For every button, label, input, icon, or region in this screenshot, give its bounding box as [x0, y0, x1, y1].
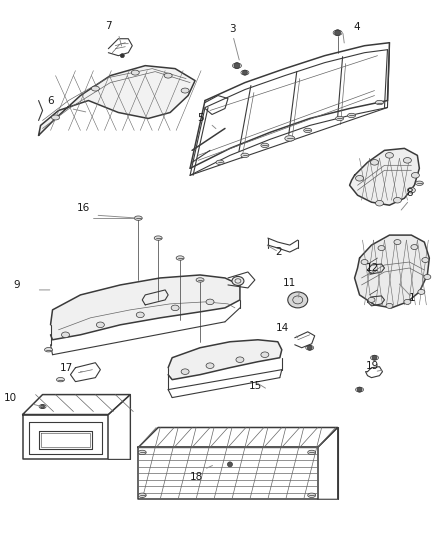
Ellipse shape	[386, 303, 393, 309]
Ellipse shape	[403, 158, 411, 163]
Text: 4: 4	[353, 22, 360, 32]
Text: 17: 17	[60, 362, 73, 373]
Text: 6: 6	[47, 95, 54, 106]
Ellipse shape	[308, 450, 316, 455]
Text: 9: 9	[13, 280, 20, 290]
Ellipse shape	[422, 257, 429, 263]
Ellipse shape	[61, 332, 70, 337]
Text: 11: 11	[283, 278, 297, 288]
Text: 12: 12	[366, 263, 379, 273]
Ellipse shape	[154, 236, 162, 240]
Ellipse shape	[227, 462, 233, 467]
Ellipse shape	[361, 260, 368, 264]
Ellipse shape	[307, 345, 312, 350]
Ellipse shape	[136, 312, 144, 318]
Ellipse shape	[181, 88, 189, 93]
Ellipse shape	[261, 352, 269, 358]
Ellipse shape	[356, 175, 364, 181]
Ellipse shape	[304, 128, 312, 133]
Ellipse shape	[138, 450, 146, 455]
Ellipse shape	[411, 245, 418, 249]
PathPatch shape	[50, 275, 240, 340]
Ellipse shape	[241, 153, 249, 158]
PathPatch shape	[350, 148, 419, 205]
Ellipse shape	[424, 274, 431, 279]
Ellipse shape	[206, 299, 214, 305]
PathPatch shape	[39, 66, 195, 135]
Ellipse shape	[164, 73, 172, 78]
Text: 16: 16	[77, 203, 90, 213]
Text: 19: 19	[366, 361, 379, 370]
Text: 7: 7	[105, 21, 112, 31]
Ellipse shape	[261, 143, 269, 148]
Ellipse shape	[415, 181, 424, 185]
Ellipse shape	[348, 114, 356, 118]
Ellipse shape	[232, 277, 244, 286]
Ellipse shape	[242, 70, 247, 75]
Ellipse shape	[196, 278, 204, 282]
Text: 14: 14	[276, 323, 290, 333]
Ellipse shape	[131, 70, 139, 75]
Ellipse shape	[357, 387, 362, 392]
Ellipse shape	[216, 160, 224, 165]
Ellipse shape	[45, 348, 53, 352]
Ellipse shape	[404, 300, 411, 304]
Text: 3: 3	[230, 24, 236, 34]
Ellipse shape	[285, 136, 295, 141]
Ellipse shape	[52, 115, 60, 120]
Ellipse shape	[378, 246, 385, 251]
Ellipse shape	[120, 54, 124, 58]
Ellipse shape	[371, 159, 378, 165]
Ellipse shape	[134, 216, 142, 220]
Ellipse shape	[418, 289, 425, 294]
Ellipse shape	[181, 369, 189, 375]
Text: 10: 10	[4, 393, 17, 402]
Ellipse shape	[308, 493, 316, 497]
Ellipse shape	[171, 305, 179, 311]
Ellipse shape	[393, 197, 401, 203]
Ellipse shape	[57, 377, 64, 382]
Ellipse shape	[92, 86, 99, 91]
Text: 15: 15	[249, 381, 262, 391]
Text: 18: 18	[190, 472, 203, 482]
Text: 1: 1	[409, 293, 416, 303]
Ellipse shape	[288, 292, 308, 308]
Ellipse shape	[385, 152, 393, 158]
Text: 5: 5	[197, 114, 203, 124]
Ellipse shape	[138, 493, 146, 497]
PathPatch shape	[355, 235, 429, 308]
Ellipse shape	[335, 30, 341, 36]
Ellipse shape	[375, 100, 384, 104]
Text: 8: 8	[406, 188, 413, 198]
Ellipse shape	[411, 173, 419, 178]
Ellipse shape	[96, 322, 104, 328]
Ellipse shape	[407, 188, 415, 193]
Ellipse shape	[372, 355, 377, 360]
Ellipse shape	[336, 116, 343, 120]
Ellipse shape	[41, 405, 45, 409]
PathPatch shape	[168, 340, 282, 379]
Ellipse shape	[206, 363, 214, 368]
Ellipse shape	[368, 297, 375, 302]
Ellipse shape	[236, 357, 244, 362]
Text: 2: 2	[276, 247, 282, 257]
Ellipse shape	[394, 240, 401, 245]
Ellipse shape	[176, 256, 184, 260]
Ellipse shape	[234, 63, 240, 69]
Ellipse shape	[375, 200, 384, 206]
